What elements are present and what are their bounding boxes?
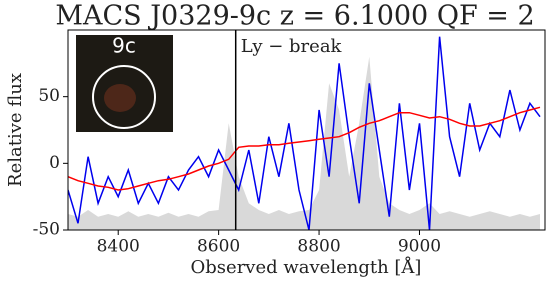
inset-image: 9c [76,34,173,132]
spectrum-line [68,36,541,230]
y-axis-label: Relative flux [5,73,26,187]
inset-background [76,35,173,132]
plot-frame [67,29,546,231]
y-tick-label: 0 [49,153,60,173]
x-tick-label: 8400 [97,237,140,257]
inset-label: 9c [112,34,136,58]
y-tick-label: -50 [33,220,60,240]
model-line [68,106,541,191]
chart-title: MACS J0329-9c z = 6.1000 QF = 2 [55,1,534,32]
y-tick-label: 50 [38,86,60,106]
x-tick-label: 9000 [398,237,441,257]
x-tick-label: 8600 [197,237,240,257]
noise-area [68,56,540,230]
x-axis-label: Observed wavelength [Å] [191,256,422,278]
inset-source [104,84,136,112]
x-tick-label: 8800 [297,237,340,257]
plot-area [68,30,541,230]
lyman-break-label: Ly − break [241,36,343,57]
inset-aperture [92,65,156,129]
